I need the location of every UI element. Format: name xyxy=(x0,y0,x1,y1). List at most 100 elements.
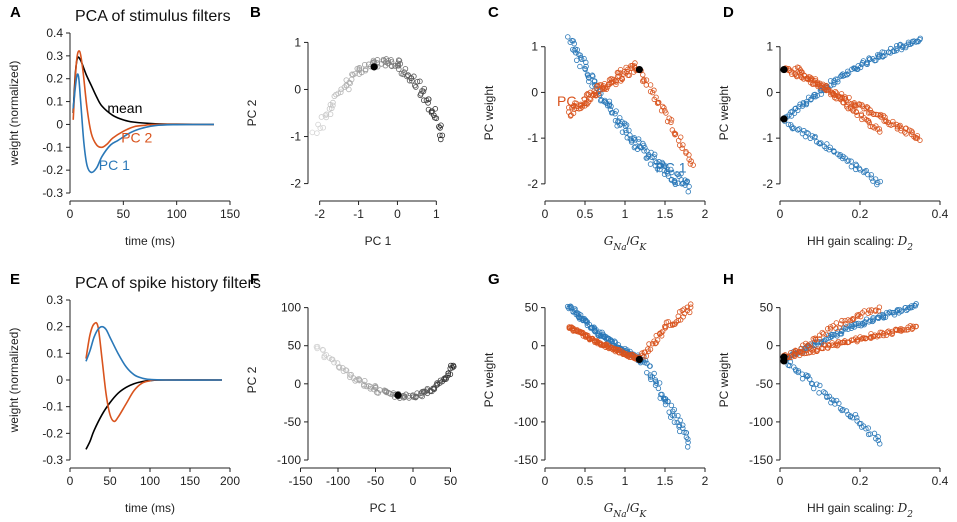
scatter-point xyxy=(880,112,887,119)
scatter-point xyxy=(450,362,457,369)
scatter-point xyxy=(903,44,909,51)
y-tick-label: 50 xyxy=(760,301,774,315)
scatter-point xyxy=(433,115,440,122)
scatter-point xyxy=(437,132,443,139)
scatter-point xyxy=(785,121,792,128)
scatter-point xyxy=(346,86,352,93)
scatter-point xyxy=(688,301,694,307)
scatter-point xyxy=(807,74,813,80)
y-tick-label: -1 xyxy=(290,130,301,144)
scatter-point xyxy=(675,180,681,186)
scatter-point xyxy=(686,183,692,190)
scatter-point xyxy=(878,111,884,118)
scatter-point xyxy=(647,161,654,167)
scatter-point xyxy=(333,91,339,98)
scatter-point xyxy=(838,331,845,337)
scatter-point xyxy=(867,56,873,62)
series-line-pc-2 xyxy=(72,50,215,149)
scatter-point xyxy=(870,317,877,324)
scatter-point xyxy=(328,105,335,112)
scatter-point xyxy=(641,142,647,149)
scatter-point xyxy=(437,136,444,143)
scatter-point xyxy=(685,439,691,446)
scatter-point xyxy=(583,92,590,98)
scatter-point xyxy=(574,57,580,64)
y-tick-label: -50 xyxy=(756,377,774,391)
scatter-point xyxy=(684,304,691,310)
x-tick-label: 0 xyxy=(542,207,549,221)
scatter-point xyxy=(320,124,326,131)
x-tick-label: 150 xyxy=(180,474,200,488)
scatter-point xyxy=(640,72,646,78)
scatter-point xyxy=(867,317,873,324)
scatter-point xyxy=(589,83,595,89)
scatter-point xyxy=(917,137,923,143)
annotation-pc-2: PC 2 xyxy=(121,130,152,146)
scatter-point xyxy=(672,131,679,137)
scatter-point xyxy=(685,436,691,442)
scatter-point xyxy=(320,347,326,353)
scatter-point xyxy=(840,406,846,413)
scatter-point xyxy=(421,85,428,92)
scatter-point xyxy=(647,374,654,380)
scatter-point xyxy=(830,397,837,404)
scatter-point xyxy=(395,62,402,69)
scatter-point xyxy=(347,374,353,381)
scatter-point xyxy=(581,96,588,102)
scatter-point xyxy=(865,310,871,316)
scatter-point xyxy=(877,129,883,135)
scatter-point xyxy=(812,336,819,343)
scatter-point xyxy=(654,100,661,106)
scatter-point xyxy=(818,140,824,146)
scatter-point xyxy=(438,122,444,129)
scatter-point xyxy=(852,412,859,418)
scatter-point xyxy=(908,128,915,134)
scatter-point xyxy=(814,346,821,352)
scatter-point xyxy=(330,102,336,109)
scatter-point xyxy=(811,385,817,392)
y-tick-label: -0.2 xyxy=(42,426,63,440)
scatter-point xyxy=(875,437,881,444)
scatter-point xyxy=(793,348,799,354)
scatter-point xyxy=(917,36,923,43)
scatter-point xyxy=(671,419,678,425)
scatter-point xyxy=(688,158,694,164)
scatter-point xyxy=(635,136,642,142)
scatter-point xyxy=(914,133,921,139)
scatter-point xyxy=(870,56,876,62)
panel-g: G -150 -100 -50 0 50 0 0.5 1 1.5 2 GNa/GK PC weight xyxy=(482,271,709,520)
scatter-point xyxy=(799,376,806,382)
scatter-point xyxy=(323,114,330,121)
scatter-point xyxy=(662,395,668,402)
x-tick-label: 100 xyxy=(140,474,160,488)
scatter-point xyxy=(323,111,330,118)
scatter-point xyxy=(646,341,652,347)
panel-label: E xyxy=(10,271,20,288)
scatter-point xyxy=(661,105,667,111)
scatter-point xyxy=(902,125,909,132)
scatter-point xyxy=(624,135,630,141)
y-tick-label: 0 xyxy=(531,339,538,353)
scatter-point xyxy=(913,323,919,330)
scatter-point xyxy=(411,73,417,80)
x-tick-label: 0.2 xyxy=(852,207,869,221)
y-axis-label: weight (normalized) xyxy=(7,61,21,167)
scatter-point xyxy=(805,130,811,137)
scatter-point xyxy=(613,78,619,84)
panel-label: A xyxy=(10,4,21,21)
highlight-point xyxy=(635,355,644,364)
scatter-point xyxy=(577,63,583,70)
y-tick-label: -50 xyxy=(284,415,302,429)
scatter-point xyxy=(677,417,683,424)
y-axis-label: PC weight xyxy=(482,85,496,140)
scatter-point xyxy=(848,163,855,170)
y-axis-label: PC 2 xyxy=(245,99,259,126)
scatter-point xyxy=(396,57,403,64)
scatter-point xyxy=(606,98,613,104)
scatter-point xyxy=(363,383,370,390)
series-line-mean xyxy=(72,56,215,126)
scatter-point xyxy=(798,72,804,78)
y-tick-label: -0.3 xyxy=(42,186,63,200)
scatter-point xyxy=(910,323,916,330)
y-tick-label: -0.1 xyxy=(42,140,63,154)
